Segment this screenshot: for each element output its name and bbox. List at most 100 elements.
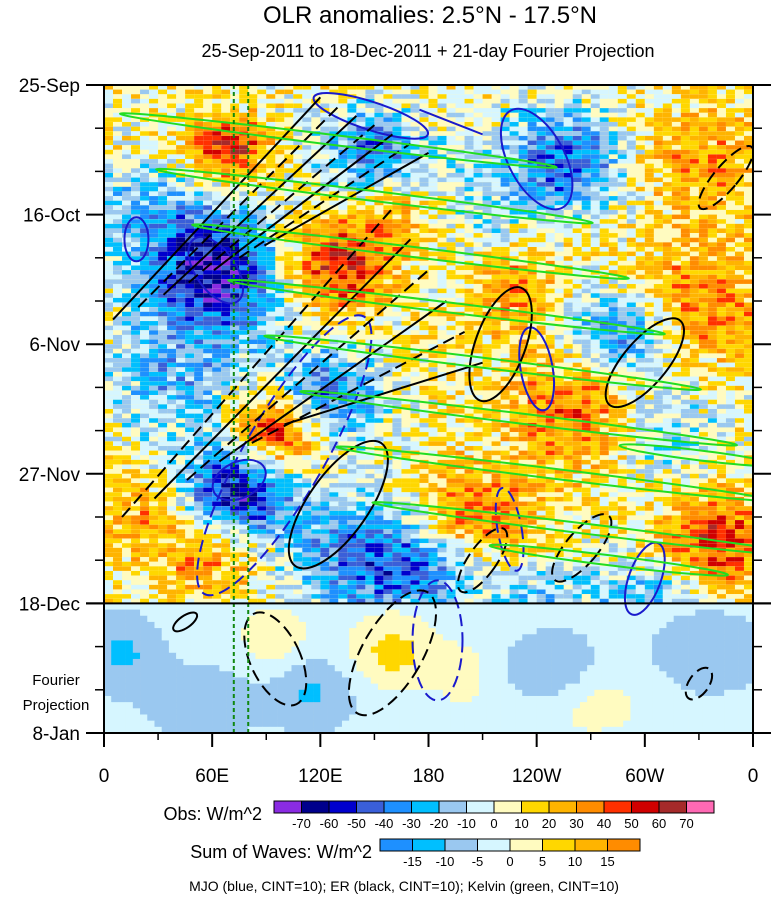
- obs-cell: [644, 163, 654, 169]
- obs-cell: [104, 122, 113, 127]
- obs-cell: [410, 154, 420, 159]
- obs-cell: [284, 450, 294, 456]
- obs-cell: [185, 344, 195, 349]
- obs-cell: [707, 395, 717, 400]
- obs-cell: [698, 256, 708, 261]
- obs-cell: [662, 293, 672, 298]
- obs-cell: [329, 311, 339, 317]
- obs-cell: [104, 395, 113, 400]
- obs-cell: [338, 344, 348, 349]
- obs-cell: [680, 108, 690, 113]
- obs-cell: [518, 228, 528, 233]
- obs-cell: [194, 265, 204, 271]
- obs-cell: [617, 108, 627, 113]
- obs-cell: [554, 358, 564, 363]
- obs-cell: [329, 233, 339, 238]
- obs-cell: [635, 131, 645, 136]
- obs-cell: [725, 376, 735, 382]
- obs-cell: [176, 325, 186, 331]
- obs-cell: [689, 274, 699, 280]
- obs-cell: [680, 302, 690, 308]
- obs-cell: [725, 311, 735, 317]
- obs-cell: [257, 348, 267, 354]
- obs-cell: [194, 371, 204, 377]
- obs-cell: [482, 131, 492, 136]
- obs-cell: [725, 432, 735, 437]
- obs-cell: [338, 219, 348, 224]
- obs-cell: [491, 325, 501, 331]
- obs-cell: [680, 334, 690, 340]
- obs-cell: [482, 362, 492, 368]
- obs-cell: [455, 339, 465, 345]
- obs-cell: [356, 154, 366, 159]
- obs-cell: [320, 85, 330, 90]
- obs-cell: [437, 399, 447, 405]
- obs-cell: [644, 422, 654, 428]
- obs-cell: [320, 140, 330, 146]
- obs-cell: [392, 122, 402, 127]
- obs-cell: [401, 182, 411, 187]
- obs-cell: [446, 85, 456, 90]
- obs-cell: [707, 126, 717, 132]
- obs-cell: [239, 330, 249, 335]
- obs-cell: [482, 191, 492, 196]
- obs-cell: [185, 209, 195, 215]
- obs-cell: [725, 362, 735, 368]
- obs-cell: [590, 260, 600, 266]
- obs-cell: [149, 446, 159, 451]
- obs-cell: [608, 196, 618, 201]
- obs-cell: [275, 330, 285, 335]
- obs-cell: [716, 381, 726, 386]
- obs-cell: [257, 307, 267, 312]
- obs-cell: [572, 163, 582, 169]
- obs-cell: [671, 163, 681, 169]
- obs-cell: [626, 293, 636, 298]
- obs-cell: [734, 427, 744, 433]
- obs-cell: [410, 446, 420, 451]
- obs-cell: [113, 390, 123, 395]
- obs-cell: [581, 353, 591, 358]
- obs-cell: [536, 256, 546, 261]
- obs-cell: [572, 182, 582, 187]
- obs-cell: [104, 251, 113, 257]
- obs-cell: [527, 409, 537, 414]
- obs-cell: [329, 126, 339, 132]
- obs-cell: [617, 168, 627, 173]
- obs-cell: [320, 469, 330, 474]
- obs-cell: [374, 103, 384, 109]
- obs-cell: [608, 172, 618, 178]
- obs-cell: [302, 182, 312, 187]
- obs-cell: [455, 418, 465, 423]
- obs-cell: [572, 284, 582, 289]
- obs-cell: [473, 154, 483, 159]
- obs-cell: [167, 270, 177, 275]
- obs-cell: [473, 371, 483, 377]
- obs-cell: [248, 385, 258, 391]
- obs-cell: [383, 330, 393, 335]
- obs-cell: [194, 154, 204, 159]
- obs-cell: [131, 223, 141, 229]
- obs-cell: [698, 154, 708, 159]
- obs-cell: [392, 233, 402, 238]
- obs-cell: [248, 371, 258, 377]
- obs-cell: [734, 108, 744, 113]
- obs-cell: [491, 89, 501, 95]
- obs-cell: [185, 284, 195, 289]
- obs-cell: [149, 325, 159, 331]
- obs-cell: [185, 154, 195, 159]
- obs-cell: [554, 381, 564, 386]
- obs-cell: [338, 98, 348, 104]
- obs-cell: [446, 358, 456, 363]
- obs-cell: [518, 103, 528, 109]
- obs-cell: [329, 344, 339, 349]
- obs-cell: [266, 209, 276, 215]
- obs-cell: [545, 459, 555, 465]
- obs-cell: [158, 353, 168, 358]
- obs-cell: [464, 145, 474, 150]
- obs-cell: [248, 135, 258, 141]
- obs-cell: [716, 279, 726, 284]
- obs-cell: [734, 348, 744, 354]
- obs-cell: [707, 145, 717, 150]
- obs-cell: [194, 297, 204, 303]
- obs-cell: [194, 376, 204, 382]
